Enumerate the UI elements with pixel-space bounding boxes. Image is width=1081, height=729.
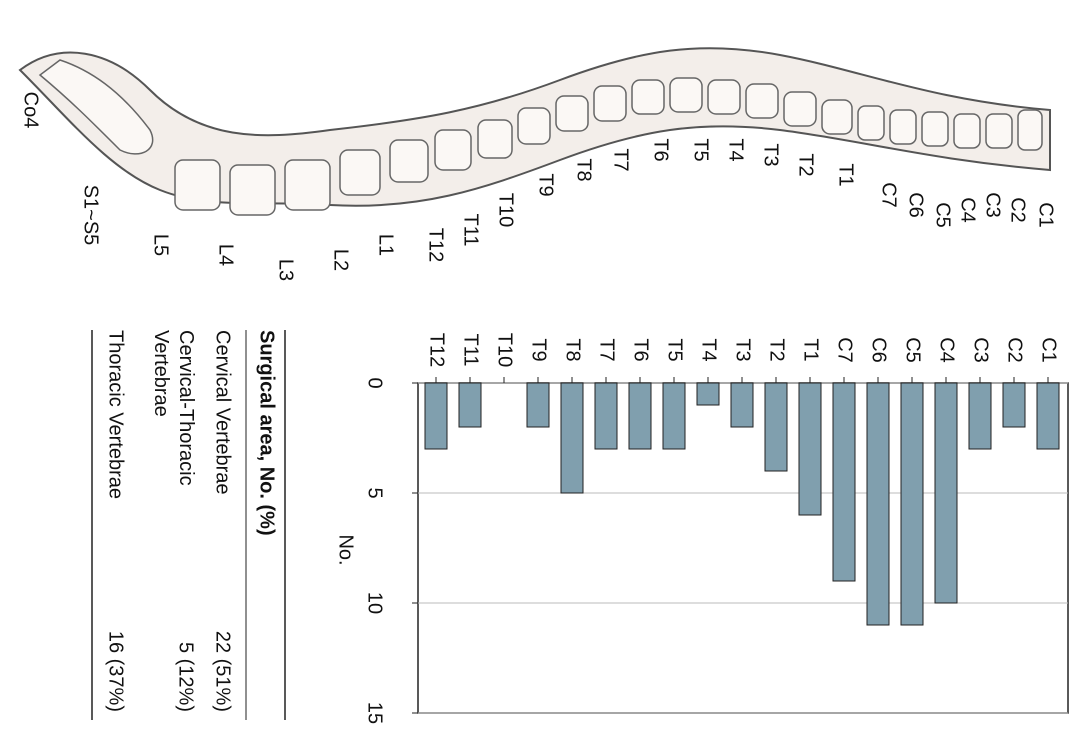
spine-label: L3	[275, 259, 297, 281]
bar	[799, 383, 821, 515]
spine-label: L1	[375, 234, 397, 256]
bar	[1037, 383, 1059, 449]
y-tick-label: 0	[364, 377, 386, 388]
y-tick-label: 10	[364, 592, 386, 614]
bar	[867, 383, 889, 625]
bar	[527, 383, 549, 427]
x-tick-label: T8	[562, 338, 584, 361]
bar	[595, 383, 617, 449]
x-tick-label: T9	[528, 338, 550, 361]
spine-label: C3	[982, 192, 1004, 218]
bar	[969, 383, 991, 449]
x-tick-label: C1	[1038, 337, 1060, 363]
spine-label: C1	[1035, 202, 1057, 228]
x-tick-label: T5	[664, 338, 686, 361]
table-cell: Cervical Vertebrae	[212, 330, 234, 495]
bar	[765, 383, 787, 471]
figure: C1C2C3C4C5C6C7T1T2T3T4T5T6T7T8T9T10T11T1…	[0, 0, 1081, 729]
spine-label: T3	[760, 143, 782, 166]
table-cell: 16 (37%)	[105, 631, 127, 712]
x-tick-label: T6	[630, 338, 652, 361]
spine-label: C2	[1007, 197, 1029, 223]
bar	[459, 383, 481, 427]
x-tick-label: C2	[1004, 337, 1026, 363]
bar	[663, 383, 685, 449]
table-cell: 22 (51%)	[212, 631, 234, 712]
bar	[935, 383, 957, 603]
x-tick-label: T12	[426, 333, 448, 367]
bar-chart: No. 0 5 10 15 C1 C2 C3 C4 C5 C6 C7 T1 T2 T3 T4 T5 T6 T7 T8…	[335, 333, 1068, 724]
spine-label: L5	[150, 234, 172, 256]
table-cell: Thoracic Vertebrae	[105, 330, 127, 499]
spine-label: T6	[650, 138, 672, 161]
spine-label: L2	[330, 249, 352, 271]
spine-label: C4	[957, 197, 979, 223]
x-tick-label: C6	[868, 337, 890, 363]
spine-label: S1~S5	[80, 185, 102, 246]
x-tick-label: T4	[698, 338, 720, 361]
bar	[561, 383, 583, 493]
spine-label: C6	[905, 192, 927, 218]
bar	[731, 383, 753, 427]
x-tick-label: T10	[494, 333, 516, 367]
spine-label: T11	[460, 214, 482, 247]
bar	[697, 383, 719, 405]
bar	[425, 383, 447, 449]
y-tick-label: 15	[364, 702, 386, 724]
bar	[901, 383, 923, 625]
x-tick-label: C7	[834, 337, 856, 363]
spine-label: T9	[535, 173, 557, 196]
spine-label: T7	[610, 148, 632, 171]
spine-label: L4	[215, 244, 237, 266]
x-tick-label: T7	[596, 338, 618, 361]
x-tick-label: C5	[902, 337, 924, 363]
spine-label: T10	[495, 193, 517, 227]
x-tick-label: T1	[800, 338, 822, 361]
bar	[833, 383, 855, 581]
spine-label: C7	[878, 182, 900, 208]
spine-label: T8	[573, 158, 595, 181]
bar	[629, 383, 651, 449]
spine-label: Co4	[20, 92, 42, 129]
table-cell: 5 (12%)	[175, 642, 197, 712]
axis-label: No.	[335, 534, 357, 565]
x-tick-label: C3	[970, 337, 992, 363]
table: Surgical area, No. (%) Cervical Vertebra…	[92, 330, 285, 720]
y-tick-label: 5	[364, 487, 386, 498]
table-header: Surgical area, No. (%)	[256, 330, 278, 536]
table-cell: Cervical-ThoracicVertebrae	[150, 330, 197, 486]
x-tick-label: T3	[732, 338, 754, 361]
x-tick-label: T11	[460, 334, 482, 367]
x-tick-label: C4	[936, 337, 958, 363]
x-tick-label: T2	[766, 338, 788, 361]
spine-label: T1	[835, 163, 857, 186]
bar	[1003, 383, 1025, 427]
spine-label: T2	[795, 153, 817, 176]
spine-label: T4	[725, 138, 747, 161]
spine-label: T12	[425, 228, 447, 262]
spine-label: C5	[932, 202, 954, 228]
spine-label: T5	[690, 138, 712, 161]
